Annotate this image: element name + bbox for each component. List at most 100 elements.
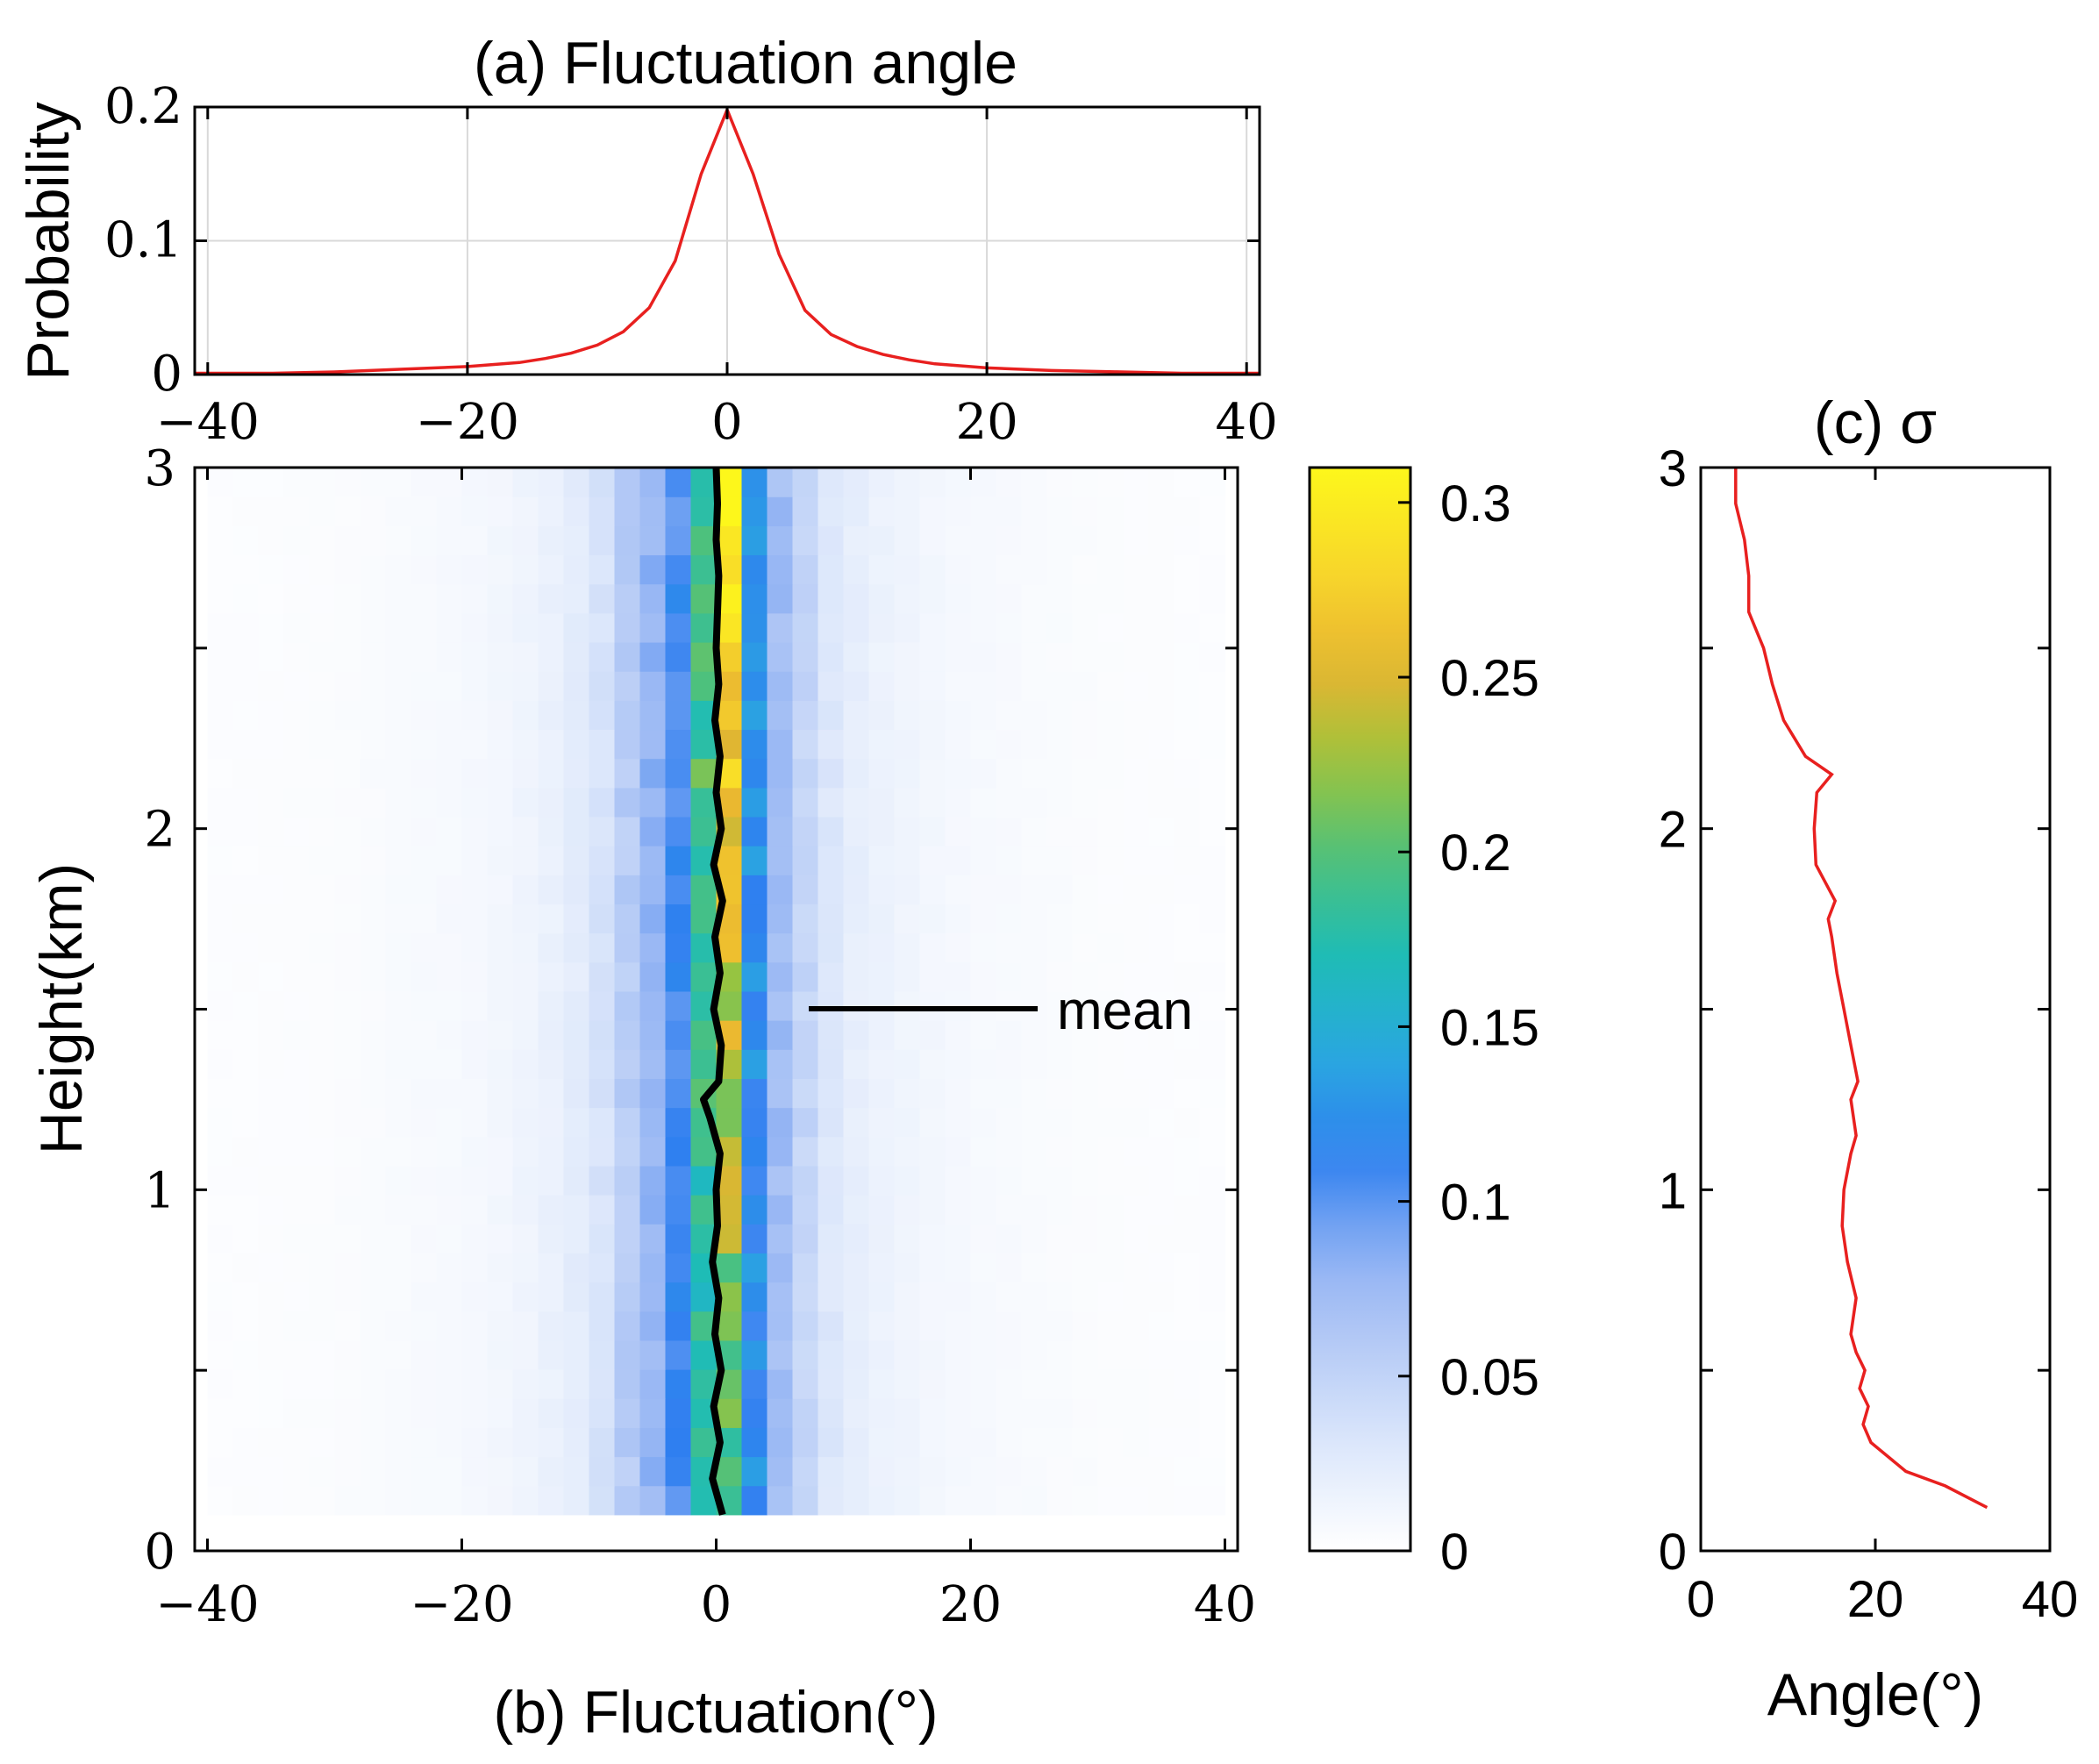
heatmap-cell	[1123, 1136, 1150, 1167]
heatmap-cell	[283, 700, 311, 731]
heatmap-cell	[792, 1136, 819, 1167]
heatmap-cell	[538, 641, 565, 672]
heatmap-cell	[538, 932, 565, 963]
heatmap-cell	[970, 671, 997, 701]
heatmap-cell	[411, 1485, 438, 1516]
heatmap-cell	[996, 554, 1023, 585]
heatmap-cell	[258, 1020, 285, 1050]
heatmap-cell	[487, 729, 514, 760]
panel-a-xtick-label-0: −40	[156, 394, 260, 451]
legend-mean-label: mean	[1057, 981, 1193, 1041]
panel-c-title: (c) σ	[1814, 389, 1937, 456]
heatmap-cell	[461, 903, 489, 934]
heatmap-cell	[843, 1427, 870, 1458]
heatmap-cell	[385, 525, 412, 556]
heatmap-cell	[385, 1165, 412, 1196]
heatmap-cell	[309, 1136, 336, 1167]
heatmap-cell	[334, 1224, 361, 1253]
heatmap-cell	[894, 1020, 921, 1050]
heatmap-cell	[309, 554, 336, 585]
heatmap-cell	[767, 1456, 794, 1487]
heatmap-cell	[1021, 1107, 1048, 1138]
heatmap-cell	[461, 525, 489, 556]
heatmap-cell	[1174, 787, 1201, 818]
heatmap-cell	[767, 1224, 794, 1253]
heatmap-cell	[563, 875, 590, 905]
heatmap-cell	[996, 525, 1023, 556]
heatmap-cell	[817, 875, 845, 905]
heatmap-cell	[334, 583, 361, 614]
heatmap-cell	[639, 700, 667, 731]
heatmap-cell	[461, 468, 489, 497]
heatmap-cell	[767, 468, 794, 497]
heatmap-cell	[283, 1195, 311, 1225]
heatmap-cell	[614, 932, 641, 963]
heatmap-cell	[741, 1165, 768, 1196]
heatmap-cell	[792, 1049, 819, 1079]
heatmap-cell	[868, 1195, 896, 1225]
heatmap-cell	[1199, 468, 1226, 497]
heatmap-cell	[360, 525, 387, 556]
heatmap-cell	[1046, 1165, 1074, 1196]
heatmap-cell	[767, 1165, 794, 1196]
panel-c-ytick-label-3: 3	[1659, 440, 1687, 497]
heatmap-cell	[1148, 729, 1175, 760]
heatmap-cell	[1174, 583, 1201, 614]
heatmap-cell	[919, 1224, 946, 1253]
heatmap-cell	[1046, 932, 1074, 963]
heatmap-cell	[232, 700, 260, 731]
heatmap-cell	[1199, 846, 1226, 875]
heatmap-cell	[589, 1485, 616, 1516]
heatmap-cell	[563, 1020, 590, 1050]
heatmap-cell	[1148, 1427, 1175, 1458]
heatmap-cell	[868, 1485, 896, 1516]
heatmap-cell	[614, 1485, 641, 1516]
heatmap-cell	[741, 1049, 768, 1079]
heatmap-cell	[1046, 1107, 1074, 1138]
heatmap-cell	[996, 671, 1023, 701]
heatmap-cell	[283, 990, 311, 1021]
heatmap-cell	[945, 1282, 972, 1312]
heatmap-cell	[563, 1136, 590, 1167]
heatmap-cell	[258, 787, 285, 818]
heatmap-cell	[1148, 525, 1175, 556]
heatmap-cell	[589, 846, 616, 875]
heatmap-cell	[792, 1107, 819, 1138]
heatmap-cell	[639, 846, 667, 875]
colorbar-tick-label-2: 0.1	[1440, 1175, 1511, 1232]
heatmap-cell	[1174, 875, 1201, 905]
heatmap-cell	[970, 525, 997, 556]
heatmap-cell	[665, 932, 692, 963]
heatmap-cell	[919, 525, 946, 556]
heatmap-cell	[309, 1020, 336, 1050]
heatmap-cell	[665, 525, 692, 556]
heatmap-cell	[919, 1282, 946, 1312]
heatmap-cell	[767, 932, 794, 963]
heatmap-cell	[1123, 1427, 1150, 1458]
heatmap-cell	[1097, 1107, 1124, 1138]
heatmap-cell	[563, 1369, 590, 1399]
heatmap-cell	[411, 1369, 438, 1399]
heatmap-cell	[894, 1427, 921, 1458]
heatmap-cell	[258, 700, 285, 731]
heatmap-cell	[512, 1311, 539, 1341]
heatmap-cell	[614, 525, 641, 556]
heatmap-cell	[868, 1078, 896, 1109]
heatmap-cell	[589, 641, 616, 672]
heatmap-cell	[614, 1165, 641, 1196]
heatmap-cell	[665, 961, 692, 992]
heatmap-cell	[538, 1253, 565, 1283]
heatmap-cell	[868, 468, 896, 497]
heatmap-cell	[360, 1311, 387, 1341]
heatmap-cell	[1174, 903, 1201, 934]
heatmap-cell	[1021, 758, 1048, 789]
panel-c-lines	[1734, 468, 1988, 1510]
panel-c-ytick-label-2: 2	[1659, 802, 1687, 859]
heatmap-cell	[589, 1195, 616, 1225]
heatmap-cell	[792, 729, 819, 760]
heatmap-cell	[258, 758, 285, 789]
heatmap-cell	[207, 787, 234, 818]
heatmap-cell	[1046, 1282, 1074, 1312]
heatmap-cell	[690, 1049, 718, 1079]
heatmap-cell	[1174, 612, 1201, 643]
